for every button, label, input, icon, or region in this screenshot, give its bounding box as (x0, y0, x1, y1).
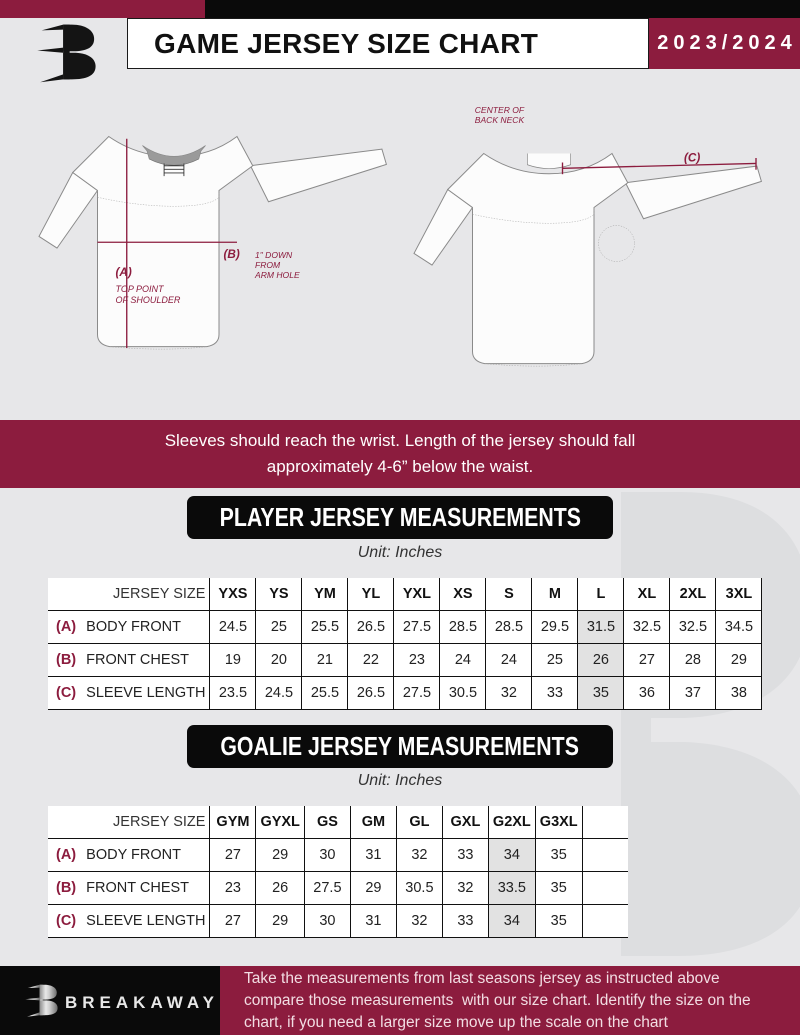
svg-text:BACK NECK: BACK NECK (475, 115, 526, 125)
svg-text:OF SHOULDER: OF SHOULDER (116, 295, 181, 305)
svg-text:CENTER OF: CENTER OF (475, 105, 525, 115)
svg-text:TOP POINT: TOP POINT (116, 284, 166, 294)
svg-text:ARM HOLE: ARM HOLE (254, 270, 300, 280)
svg-text:FROM: FROM (255, 260, 281, 270)
svg-text:(B): (B) (224, 248, 240, 261)
svg-text:1" DOWN: 1" DOWN (255, 250, 293, 260)
svg-text:(A): (A) (116, 266, 132, 279)
svg-text:(C): (C) (684, 152, 700, 165)
